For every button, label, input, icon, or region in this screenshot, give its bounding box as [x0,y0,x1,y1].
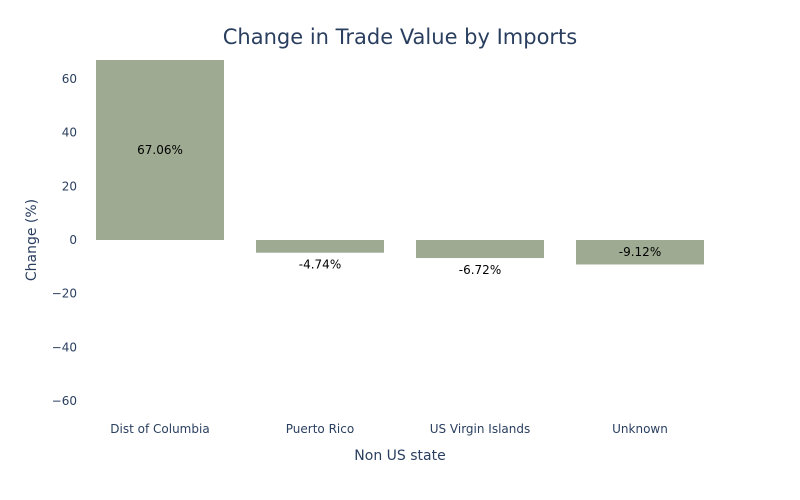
y-tick-label: 60 [62,72,77,86]
y-axis-ticks: −60 −40 −20 0 20 40 60 [52,72,77,408]
x-tick-label: US Virgin Islands [430,422,531,436]
bar[interactable] [96,60,224,240]
y-tick-label: −40 [52,340,77,354]
x-tick-label: Puerto Rico [286,422,354,436]
y-axis-title: Change (%) [24,199,40,281]
y-tick-label: 20 [62,179,77,193]
bar[interactable] [416,240,544,259]
bar[interactable] [256,240,384,253]
y-tick-label: −20 [52,287,77,301]
y-tick-label: −60 [52,394,77,408]
bar[interactable] [576,240,704,265]
bar-value-label: -4.74% [299,258,341,272]
bars-group [96,60,704,265]
data-labels-group: 67.06% -4.74% -6.72% -9.12% [137,143,661,277]
x-tick-label: Dist of Columbia [110,422,209,436]
chart-title: Change in Trade Value by Imports [223,25,577,49]
bar-value-label: -6.72% [459,263,501,277]
x-tick-label: Unknown [612,422,668,436]
x-axis-title: Non US state [354,448,445,464]
y-tick-label: 0 [69,233,77,247]
bar-value-label: 67.06% [137,143,183,157]
x-axis-ticks: Dist of Columbia Puerto Rico US Virgin Isl… [110,422,668,436]
bar-value-label: -9.12% [619,245,661,259]
y-tick-label: 40 [62,126,77,140]
